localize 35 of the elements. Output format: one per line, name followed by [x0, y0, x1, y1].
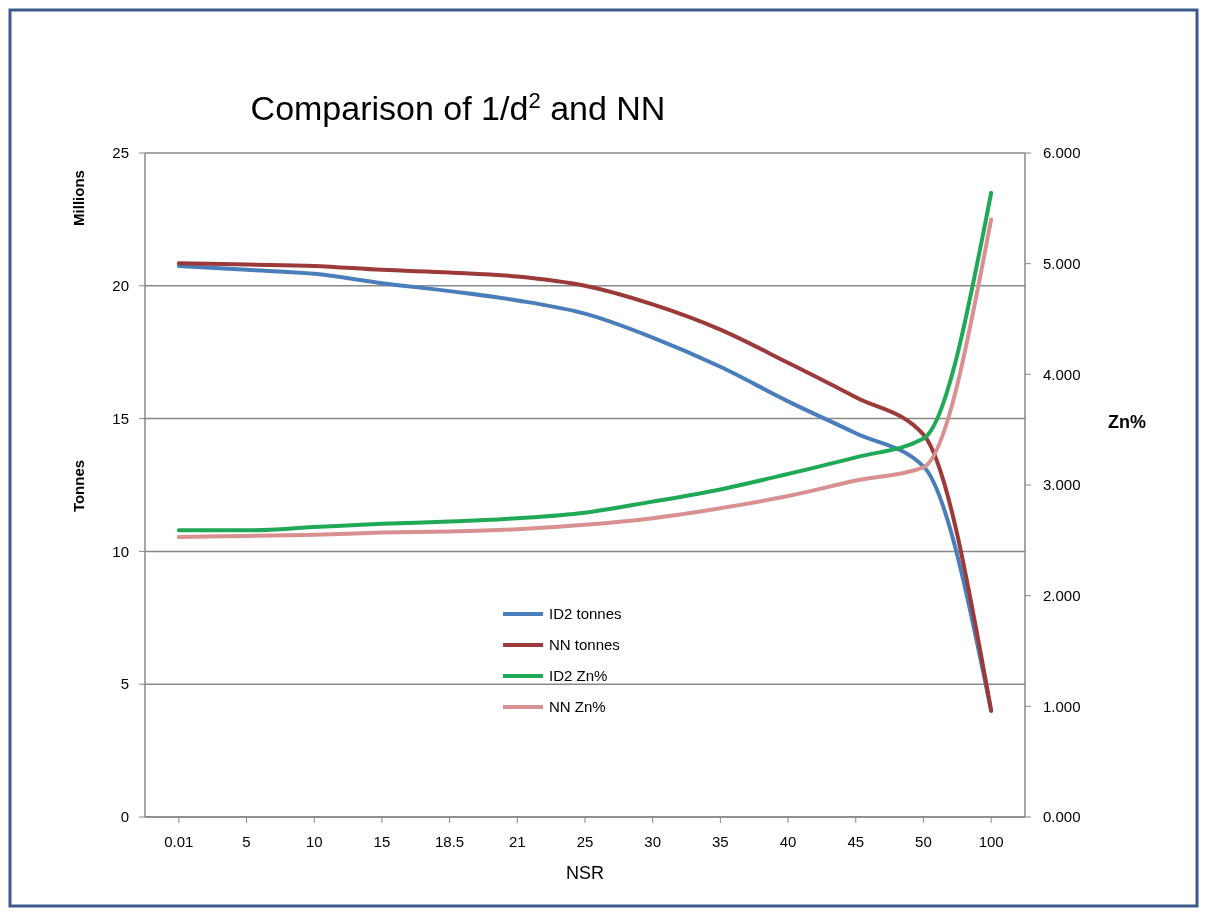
- legend-label: NN tonnes: [549, 636, 620, 654]
- y-tick-label: 0: [120, 808, 129, 826]
- y2-axis-title: Zn%: [1108, 412, 1146, 432]
- y2-tick-label: 4.000: [1043, 365, 1081, 383]
- x-tick-label: 40: [779, 833, 797, 850]
- x-tick-label: 21: [508, 833, 526, 850]
- text: Millions: [70, 170, 87, 226]
- legend-label: ID2 Zn%: [549, 667, 608, 685]
- y-tick-label: 5: [120, 675, 129, 693]
- x-tick-label: 18.5: [435, 833, 465, 850]
- x-tick-label: 50: [915, 833, 932, 850]
- y2-tick-label: 0.000: [1043, 808, 1081, 826]
- y-axis-title: Tonnes: [70, 459, 87, 513]
- x-tick-label: 45: [847, 833, 865, 850]
- x-axis-title: NSR: [565, 863, 605, 883]
- x-tick-label: 15: [373, 833, 391, 850]
- y2-tick-label: 3.000: [1043, 476, 1081, 494]
- x-tick-label: 10: [305, 833, 323, 850]
- legend-label: ID2 tonnes: [549, 605, 622, 623]
- x-tick-label: 0.01: [164, 833, 194, 850]
- y2-tick-label: 6.000: [1043, 144, 1081, 162]
- y2-tick-label: 5.000: [1043, 254, 1081, 272]
- y-tick-label: 10: [112, 542, 129, 560]
- legend-label: NN Zn%: [549, 698, 606, 716]
- x-tick-label: 30: [644, 833, 662, 850]
- y-tick-label: 15: [112, 409, 129, 427]
- x-tick-label: 25: [576, 833, 594, 850]
- x-tick-label: 35: [712, 833, 729, 850]
- x-tick-label: 100: [978, 833, 1004, 850]
- y-tick-label: 20: [112, 277, 129, 295]
- x-tick-label: 5: [242, 833, 251, 850]
- chart-title: Comparison of 1/d$^{2}$ and NN: [250, 87, 666, 127]
- y2-tick-label: 2.000: [1043, 586, 1081, 604]
- y2-tick-label: 1.000: [1043, 697, 1081, 715]
- y-tick-label: 25: [112, 144, 129, 162]
